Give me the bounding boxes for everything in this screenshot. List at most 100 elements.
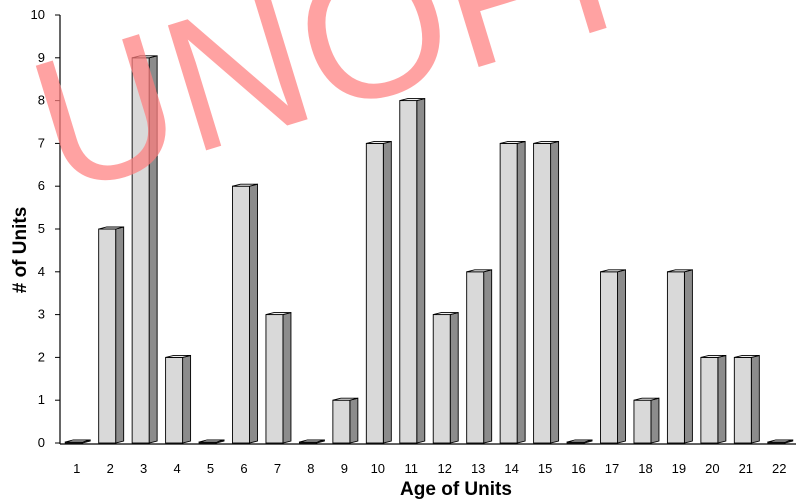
y-tick-labels: 0 1 2 3 4 5 6 7 8 9 10 <box>31 7 60 450</box>
bar-side-face <box>349 397 359 444</box>
bar-front-face <box>399 100 418 444</box>
bar <box>432 312 459 444</box>
x-tick-label: 19 <box>672 461 686 476</box>
bar <box>499 140 526 444</box>
bar-side-face <box>115 226 125 444</box>
x-tick-label: 18 <box>638 461 652 476</box>
bar-front-face <box>666 271 685 444</box>
bar-top-face <box>633 397 660 401</box>
bar-top-face <box>265 312 292 316</box>
bar-front-face <box>165 356 184 444</box>
x-tick-label: 11 <box>405 461 419 476</box>
bar <box>198 439 225 444</box>
bar-top-face <box>700 354 726 358</box>
bar-side-face <box>650 397 660 444</box>
bar-top-face <box>734 354 760 358</box>
bar <box>98 226 125 444</box>
x-tick-label: 13 <box>471 461 485 476</box>
bar-front-face <box>232 185 250 444</box>
bar-top-face <box>299 439 325 443</box>
bar <box>700 354 727 444</box>
bar-front-face <box>700 356 719 444</box>
x-tick-label: 6 <box>240 461 247 476</box>
y-tick-label: 9 <box>38 50 45 65</box>
x-tick-label: 4 <box>173 461 180 476</box>
x-tick-label: 12 <box>437 461 451 476</box>
y-tick-label: 4 <box>38 264 45 279</box>
bar <box>265 312 292 444</box>
bar <box>64 439 91 444</box>
bar-front-face <box>600 271 618 444</box>
x-tick-label: 5 <box>207 461 214 476</box>
bar-side-face <box>750 354 760 444</box>
bar <box>332 397 359 444</box>
x-tick-label: 9 <box>341 461 348 476</box>
x-tick-label: 8 <box>307 461 314 476</box>
bar-side-face <box>382 140 392 444</box>
x-tick-label: 22 <box>772 461 786 476</box>
bar-front-face <box>332 399 351 444</box>
x-tick-label: 14 <box>504 461 518 476</box>
bar-front-face <box>98 228 117 444</box>
bar <box>666 269 693 444</box>
y-tick-label: 5 <box>38 221 45 236</box>
x-axis-title: Age of Units <box>400 479 512 500</box>
bar-front-face <box>466 271 485 444</box>
y-tick-label: 3 <box>38 307 45 322</box>
bar <box>165 354 192 444</box>
bar-top-face <box>433 312 459 316</box>
bar-front-face <box>633 399 652 444</box>
x-tick-label: 20 <box>705 461 719 476</box>
bar-top-face <box>198 439 225 443</box>
bar-top-face <box>767 439 793 443</box>
bar-top-face <box>132 55 158 59</box>
bar-side-face <box>483 269 493 444</box>
x-tick-label: 16 <box>571 461 585 476</box>
bar-top-face <box>98 226 124 230</box>
y-tick-label: 1 <box>38 392 45 407</box>
y-tick-label: 10 <box>31 7 45 22</box>
y-axis-title: # of Units <box>10 207 31 294</box>
bar-top-face <box>366 140 392 144</box>
bar-top-face <box>500 140 526 144</box>
bar <box>533 140 560 444</box>
x-tick-label: 21 <box>739 461 753 476</box>
bar-side-face <box>683 269 693 444</box>
x-tick-label: 10 <box>371 461 385 476</box>
bar-side-face <box>416 98 426 444</box>
bar-top-face <box>232 183 258 187</box>
bar <box>131 55 158 444</box>
bar <box>466 269 493 444</box>
bar <box>566 439 593 444</box>
x-tick-label: 7 <box>274 461 281 476</box>
bar-side-face <box>449 312 459 444</box>
bar-top-face <box>667 269 693 273</box>
bar-side-face <box>550 140 560 444</box>
y-tick-label: 0 <box>38 435 45 450</box>
y-tick-label: 6 <box>38 178 45 193</box>
bar-top-face <box>533 140 559 144</box>
bar-side-face <box>282 312 292 444</box>
bar <box>733 354 760 444</box>
x-tick-labels: 1 2 3 4 5 6 7 8 9 10 11 12 13 14 15 16 17 18 19 20 21 22 <box>73 461 786 476</box>
y-tick-label: 7 <box>38 135 45 150</box>
bar-top-face <box>600 269 626 273</box>
bar-side-face <box>717 354 727 444</box>
bar-side-face <box>249 183 258 444</box>
x-tick-label: 15 <box>538 461 552 476</box>
bar-front-face <box>499 142 518 444</box>
bar <box>232 183 258 444</box>
bar-top-face <box>165 354 191 358</box>
bar-front-face <box>533 142 552 444</box>
bar <box>365 140 392 444</box>
bar-top-face <box>332 397 358 401</box>
bar <box>298 439 325 444</box>
bar <box>600 269 626 444</box>
x-tick-label: 2 <box>107 461 114 476</box>
bar <box>399 98 426 444</box>
bars <box>64 55 794 444</box>
bar-side-face <box>617 269 626 444</box>
y-tick-label: 2 <box>38 349 45 364</box>
y-tick-label: 8 <box>38 93 45 108</box>
